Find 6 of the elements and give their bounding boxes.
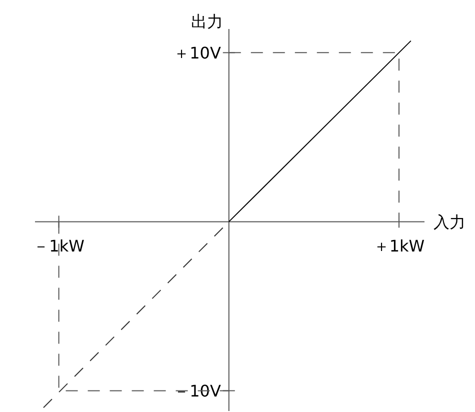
x-axis-title: 入力 [434, 212, 466, 232]
x-tick-label: －1kW [33, 236, 85, 256]
y-tick-label: ＋10V [174, 44, 221, 63]
y-tick-label: －10V [174, 382, 221, 401]
x-tick-label: ＋1kW [373, 236, 425, 256]
y-axis-title: 出力 [190, 12, 223, 31]
